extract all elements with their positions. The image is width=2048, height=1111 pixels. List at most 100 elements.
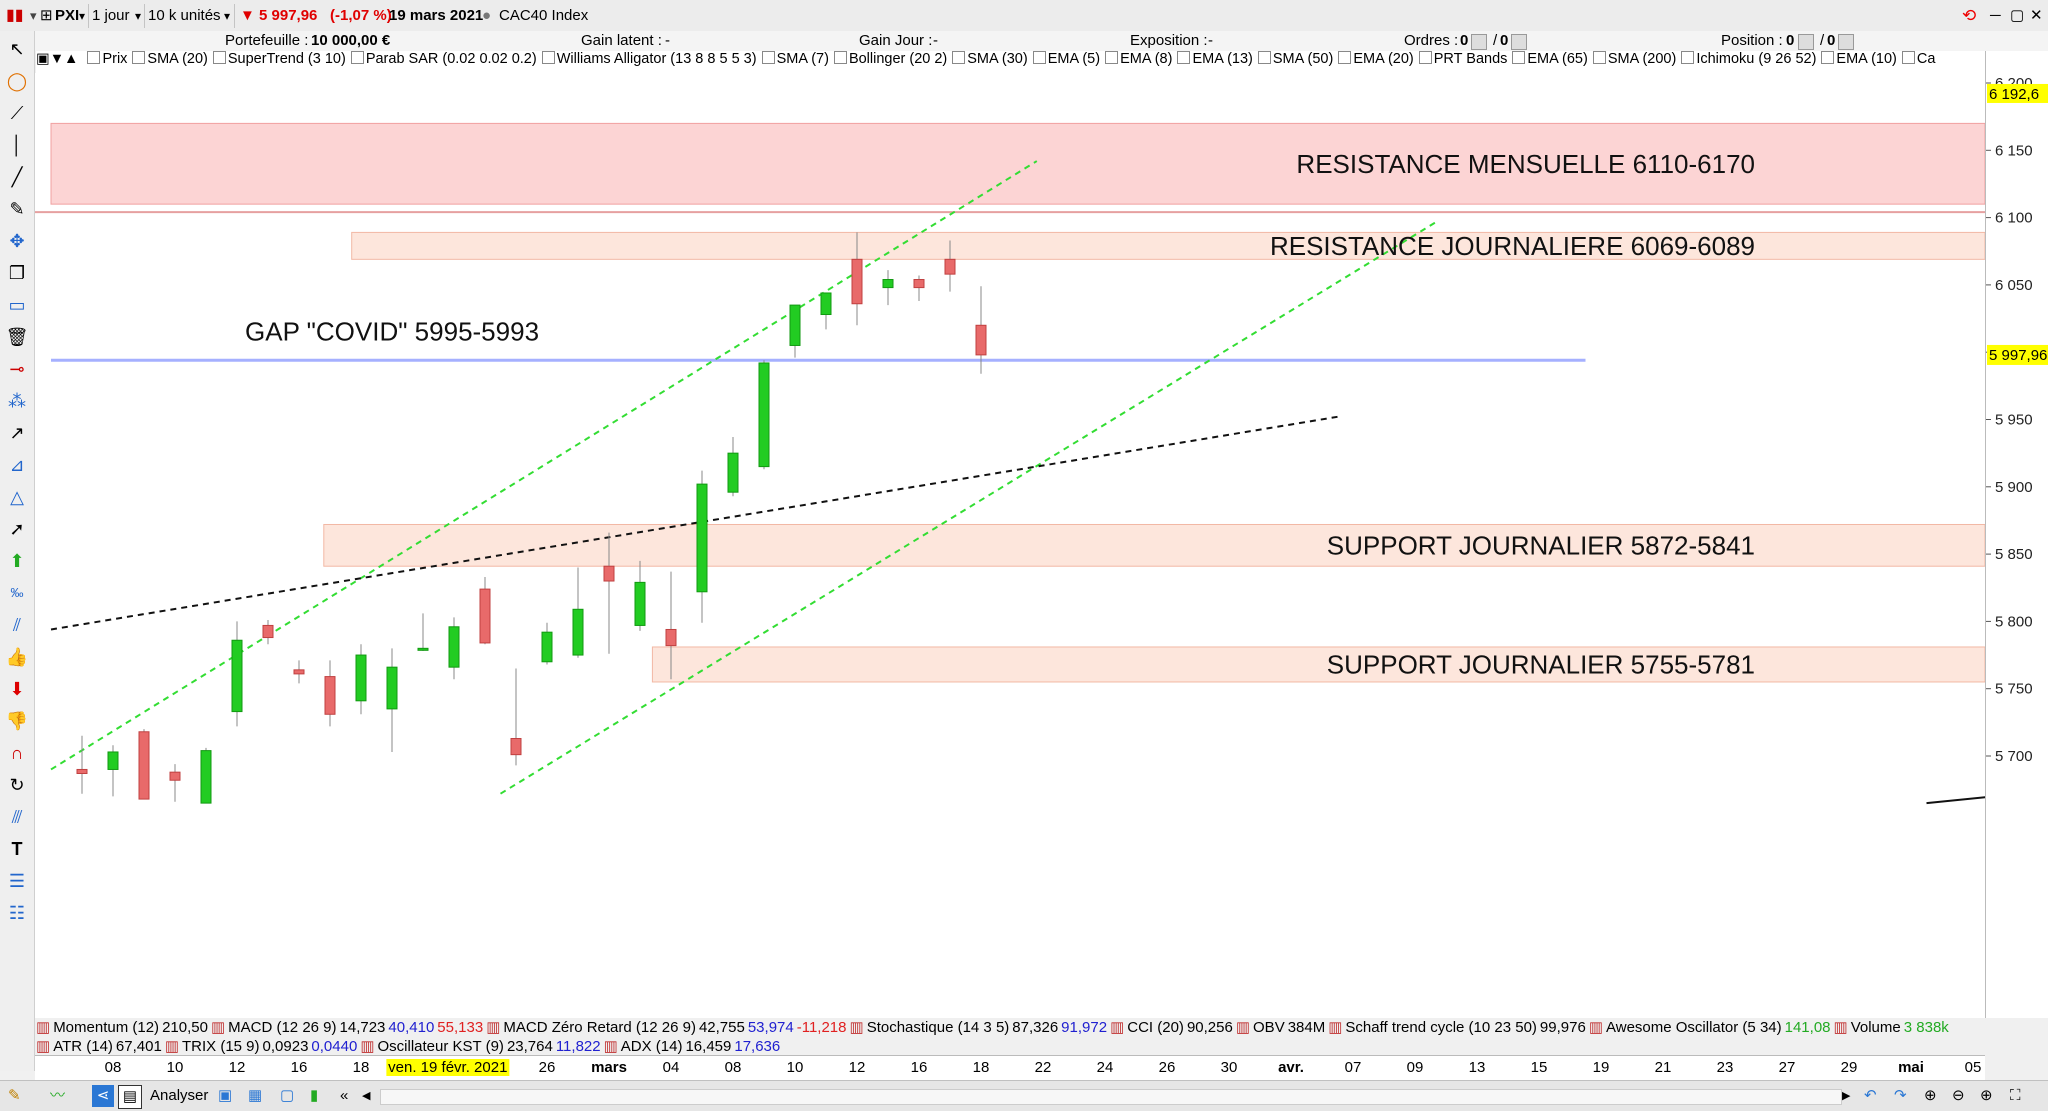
checkbox-icon[interactable]: [541, 51, 555, 64]
oscillator-chart-icon[interactable]: ▥: [603, 1038, 618, 1055]
chart-tools-icon[interactable]: ▣▼▲: [36, 51, 79, 67]
fibonacci-fan-icon[interactable]: ⊿: [9, 455, 25, 475]
units-selector[interactable]: 10 k unités: [148, 7, 221, 24]
monitor-icon[interactable]: ▢: [280, 1087, 295, 1104]
refresh-icon[interactable]: ⟲: [1962, 6, 1977, 25]
checkbox-icon[interactable]: [1032, 51, 1046, 64]
indicator-add-icon[interactable]: 〰: [50, 1087, 66, 1104]
undo-icon[interactable]: ↶: [1864, 1087, 1877, 1104]
arrow-tool-icon[interactable]: ➚: [9, 519, 25, 539]
rectangle-tool-icon[interactable]: ▭: [8, 295, 26, 315]
oscillator-chart-icon[interactable]: ▥: [36, 1019, 51, 1036]
oscillator-chart-icon[interactable]: ▥: [210, 1019, 226, 1036]
percent-tool-icon[interactable]: ‰: [10, 585, 24, 600]
chat-icon[interactable]: ▣: [218, 1087, 233, 1104]
checkbox-icon[interactable]: [1681, 51, 1695, 64]
checkbox-icon[interactable]: [1177, 51, 1191, 64]
indicator-toggle[interactable]: Bollinger (20 2): [833, 51, 947, 67]
timeframe-chevron-icon[interactable]: ▾: [135, 9, 142, 23]
oscillator-chart-icon[interactable]: ▥: [164, 1038, 179, 1055]
checkbox-icon[interactable]: [1512, 51, 1526, 64]
checkbox-icon[interactable]: [1338, 51, 1352, 64]
date-axis[interactable]: 0810121618222426mars04081012161822242630…: [35, 1055, 1985, 1080]
checkbox-icon[interactable]: [1821, 51, 1835, 64]
zoom-in-icon[interactable]: ⊕: [1980, 1087, 1993, 1104]
oscillator-name[interactable]: MACD Zéro Retard (12 26 9): [503, 1019, 696, 1036]
indicator-toggle[interactable]: Ca: [1901, 51, 1935, 67]
horizontal-line-icon[interactable]: ⊸: [9, 359, 25, 379]
redo-icon[interactable]: ↷: [1894, 1087, 1907, 1104]
indicator-toggle[interactable]: Williams Alligator (13 8 8 5 5 3): [541, 51, 757, 67]
price-chart[interactable]: RESISTANCE MENSUELLE 6110-6170 RESISTANCE…: [35, 73, 2036, 1018]
rotate-tool-icon[interactable]: ↻: [9, 775, 25, 795]
position-box-icon-2[interactable]: [1838, 34, 1854, 50]
share-icon[interactable]: ⋖: [92, 1085, 114, 1107]
layout-icon[interactable]: ▤: [118, 1085, 142, 1109]
oscillator-name[interactable]: Oscillateur KST (9): [377, 1038, 504, 1055]
checkbox-icon[interactable]: [87, 51, 101, 64]
indicator-toggle[interactable]: Prix: [87, 51, 127, 67]
oscillator-chart-icon[interactable]: ▥: [36, 1038, 51, 1055]
oscillator-chart-icon[interactable]: ▥: [1588, 1019, 1603, 1036]
oscillator-chart-icon[interactable]: ▥: [1328, 1019, 1343, 1036]
zoom-fit-icon[interactable]: ⊕: [1924, 1087, 1937, 1104]
oscillator-name[interactable]: CCI (20): [1127, 1019, 1184, 1036]
screen-icon[interactable]: ▦: [248, 1087, 263, 1104]
text-tool-icon[interactable]: T: [11, 839, 23, 859]
scroll-left-icon[interactable]: «: [340, 1087, 349, 1104]
indicator-toggle[interactable]: EMA (8): [1105, 51, 1172, 67]
parallel-lines-icon[interactable]: ⫻: [11, 807, 23, 827]
zoom-out-icon[interactable]: ⊖: [1952, 1087, 1965, 1104]
indicator-toggle[interactable]: SMA (20): [132, 51, 208, 67]
oscillator-chart-icon[interactable]: ▥: [1235, 1019, 1251, 1036]
minimize-icon[interactable]: ─: [1990, 7, 2001, 24]
indicator-toggle[interactable]: EMA (13): [1177, 51, 1253, 67]
ray-tool-icon[interactable]: ↗: [9, 423, 25, 443]
oscillator-name[interactable]: Momentum (12): [53, 1019, 160, 1036]
indicator-toggle[interactable]: SMA (30): [952, 51, 1028, 67]
table-tool-icon[interactable]: ☷: [8, 903, 26, 923]
indicator-toggle[interactable]: EMA (65): [1512, 51, 1588, 67]
checkbox-icon[interactable]: [212, 51, 226, 64]
position-box-icon[interactable]: [1798, 34, 1814, 50]
checkbox-icon[interactable]: [350, 51, 364, 64]
indicator-toggle[interactable]: SMA (7): [761, 51, 829, 67]
ordres-box-icon-2[interactable]: [1511, 34, 1527, 50]
ticker-selector[interactable]: PXI: [55, 7, 80, 24]
line-tool-icon[interactable]: ╱: [11, 167, 23, 187]
up-arrow-icon[interactable]: ⬆: [9, 551, 25, 571]
trash-icon[interactable]: 🗑: [5, 327, 29, 347]
segment-tool-icon[interactable]: ⟋: [10, 103, 24, 123]
ellipse-tool-icon[interactable]: ◯: [6, 71, 28, 91]
triangle-tool-icon[interactable]: △: [10, 487, 24, 507]
indicator-toggle[interactable]: SMA (200): [1592, 51, 1676, 67]
checkbox-icon[interactable]: [1901, 51, 1915, 64]
checkbox-icon[interactable]: [1257, 51, 1271, 64]
oscillator-name[interactable]: Schaff trend cycle (10 23 50): [1345, 1019, 1537, 1036]
chevron-down-icon[interactable]: ▾: [30, 8, 37, 23]
checkbox-icon[interactable]: [952, 51, 966, 64]
cursor-icon[interactable]: ↖: [9, 39, 25, 59]
channel-tool-icon[interactable]: ⫽: [12, 615, 22, 635]
oscillator-name[interactable]: Awesome Oscillator (5 34): [1606, 1019, 1782, 1036]
oscillator-chart-icon[interactable]: ▥: [1110, 1019, 1125, 1036]
oscillator-name[interactable]: MACD (12 26 9): [228, 1019, 337, 1036]
checkbox-icon[interactable]: [1592, 51, 1606, 64]
thumbs-up-icon[interactable]: 👍: [5, 647, 29, 667]
oscillator-chart-icon[interactable]: ▥: [486, 1019, 501, 1036]
vertical-line-icon[interactable]: │: [11, 135, 23, 155]
checkbox-icon[interactable]: [833, 51, 847, 64]
pen-tool-icon[interactable]: ✎: [9, 199, 25, 219]
scroll-prev-icon[interactable]: ◀: [362, 1090, 371, 1102]
thumbs-down-icon[interactable]: 👎: [5, 711, 29, 731]
scroll-next-icon[interactable]: ▶: [1842, 1090, 1851, 1102]
oscillator-chart-icon[interactable]: ▥: [1833, 1019, 1848, 1036]
restore-icon[interactable]: ▢: [2010, 7, 2025, 24]
checkbox-icon[interactable]: [761, 51, 775, 64]
indicator-toggle[interactable]: PRT Bands: [1418, 51, 1507, 67]
price-chart-svg[interactable]: RESISTANCE MENSUELLE 6110-6170 RESISTANCE…: [35, 73, 2036, 1018]
timeframe-selector[interactable]: 1 jour: [92, 7, 130, 24]
ticker-chevron-icon[interactable]: ▾: [79, 9, 86, 23]
copy-icon[interactable]: ❐: [8, 263, 26, 283]
